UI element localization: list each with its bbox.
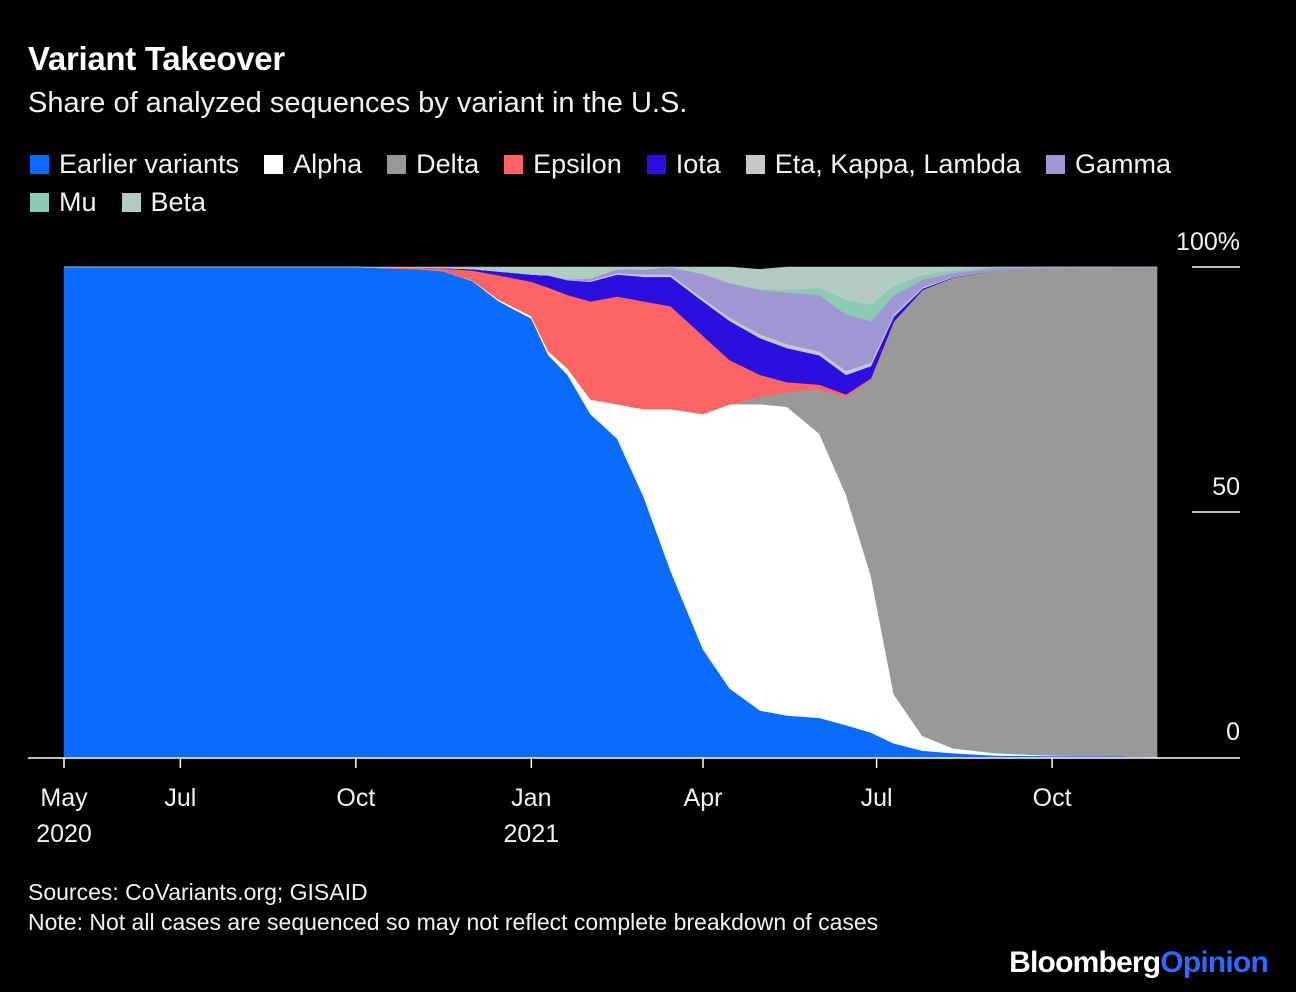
x-tick-label: Jul — [861, 784, 893, 812]
brand-logo: BloombergOpinion — [1009, 946, 1269, 980]
legend-swatch — [30, 192, 49, 212]
brand-part-opinion: Opinion — [1160, 946, 1269, 979]
y-tick-label: 0 — [1226, 718, 1240, 746]
legend-label: Beta — [150, 186, 207, 217]
legend-swatch — [646, 154, 666, 174]
legend-item-delta: Delta — [387, 148, 479, 180]
legend-label: Eta, Kappa, Lambda — [774, 148, 1021, 179]
y-tick-label: 100% — [1176, 228, 1240, 256]
legend-item-iota: Iota — [646, 148, 721, 180]
legend-label: Mu — [59, 186, 97, 217]
legend-swatch — [1045, 154, 1065, 174]
y-tick-label: 50 — [1212, 473, 1240, 501]
legend-label: Gamma — [1074, 148, 1171, 179]
legend-item-alpha: Alpha — [264, 148, 362, 180]
legend-swatch — [504, 154, 524, 174]
legend-swatch — [264, 154, 284, 174]
area-layers — [63, 266, 1158, 758]
legend-item-mu: Mu — [30, 186, 97, 218]
legend-item-gamma: Gamma — [1045, 148, 1171, 180]
x-tick-label: May — [40, 784, 88, 812]
x-tick-label: Apr — [684, 784, 723, 812]
legend-item-beta: Beta — [121, 186, 207, 218]
legend-label: Alpha — [293, 148, 363, 179]
legend-label: Epsilon — [533, 148, 622, 179]
legend-label: Iota — [675, 148, 721, 179]
x-tick-label: Oct — [336, 784, 375, 812]
note-text: Note: Not all cases are sequenced so may… — [28, 909, 879, 935]
x-tick-label: Jul — [164, 784, 196, 812]
legend-label: Delta — [416, 148, 480, 179]
legend: Earlier variants Alpha Delta Epsilon Iota Eta… — [30, 148, 1270, 218]
chart-subtitle: Share of analyzed sequences by variant i… — [28, 87, 688, 119]
legend-item-eta-kappa-lambda: Eta, Kappa, Lambda — [745, 148, 1021, 180]
x-tick-year-label: 2020 — [36, 820, 92, 848]
x-tick-label: Jan — [511, 784, 551, 812]
brand-part-bloomberg: Bloomberg — [1009, 946, 1161, 979]
legend-item-epsilon: Epsilon — [504, 148, 622, 180]
area-beta — [64, 266, 1157, 306]
legend-label: Earlier variants — [59, 148, 240, 179]
chart-title: Variant Takeover — [28, 40, 285, 77]
x-tick-year-label: 2021 — [504, 820, 560, 848]
x-tick-label: Oct — [1033, 784, 1072, 812]
legend-swatch — [30, 154, 49, 174]
sources-text: Sources: CoVariants.org; GISAID — [28, 879, 368, 905]
legend-swatch — [121, 192, 141, 212]
legend-swatch — [745, 154, 765, 174]
legend-item-earlier-variants: Earlier variants — [30, 148, 239, 180]
legend-swatch — [387, 154, 407, 174]
